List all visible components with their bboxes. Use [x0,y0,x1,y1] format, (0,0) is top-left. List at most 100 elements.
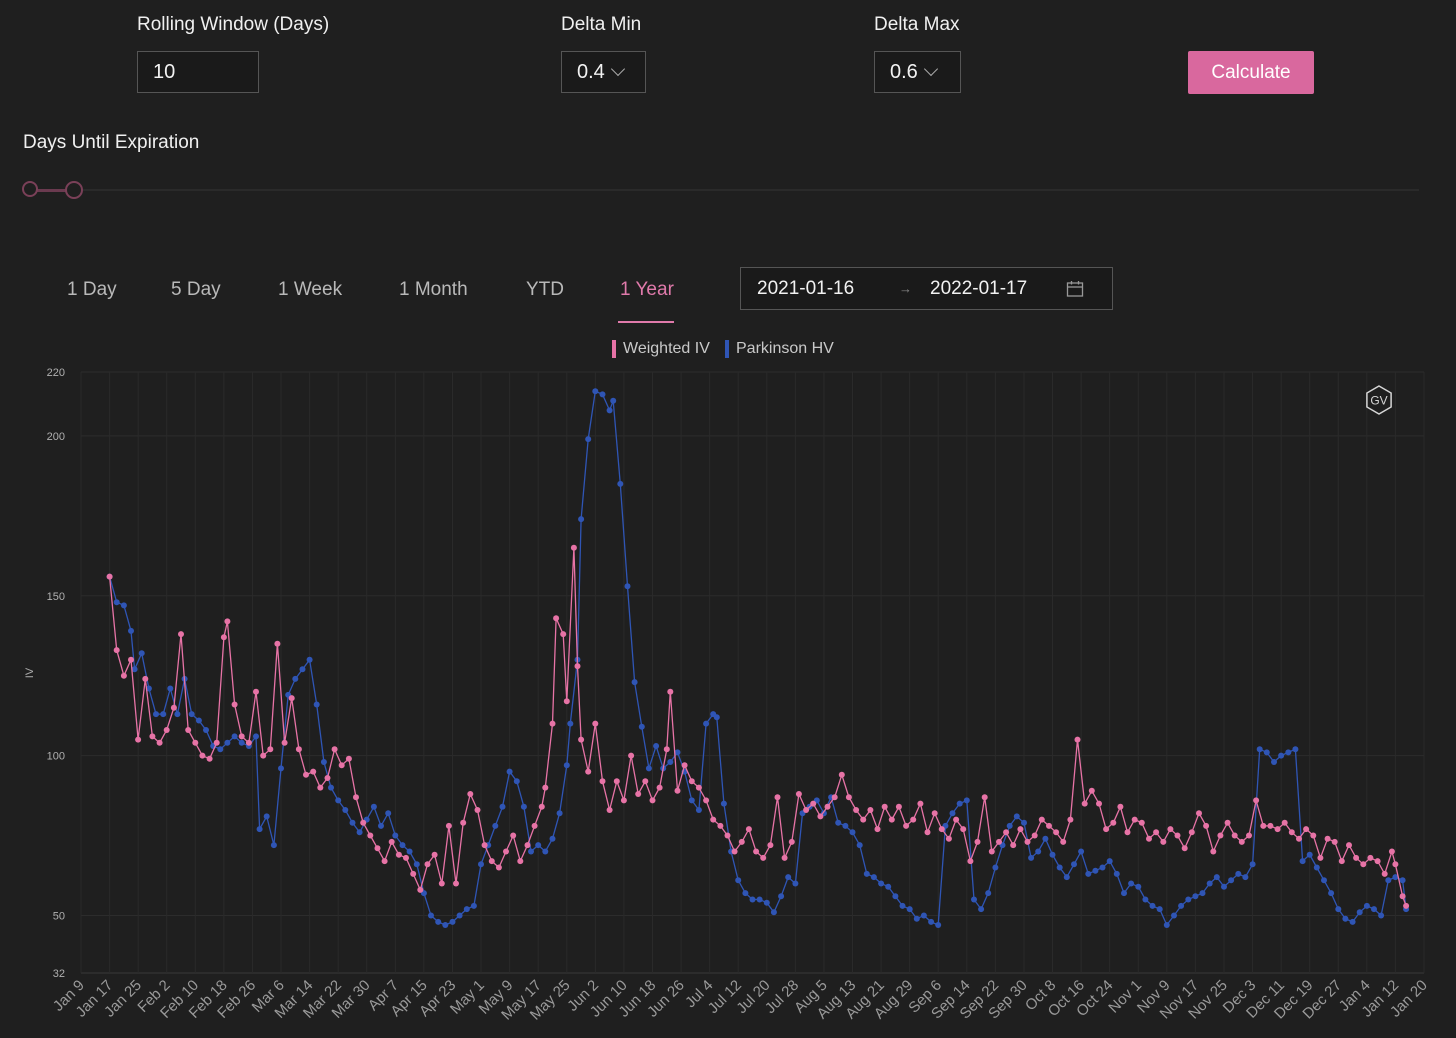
data-point[interactable] [1081,800,1088,807]
data-point[interactable] [385,810,392,817]
data-point[interactable] [267,746,274,753]
data-point[interactable] [253,688,259,695]
data-point[interactable] [667,688,674,695]
data-point[interactable] [795,791,802,797]
data-point[interactable] [1038,816,1045,823]
data-point[interactable] [488,858,495,865]
data-point[interactable] [1010,842,1017,849]
data-point[interactable] [1235,870,1242,877]
data-point[interactable] [406,848,413,855]
data-point[interactable] [306,656,313,663]
data-point[interactable] [928,918,935,925]
data-point[interactable] [953,816,960,823]
data-point[interactable] [817,813,824,820]
data-point[interactable] [628,752,635,759]
data-point[interactable] [238,739,245,746]
data-point[interactable] [131,666,138,673]
data-point[interactable] [610,397,617,404]
data-point[interactable] [128,656,134,663]
data-point[interactable] [403,854,409,861]
data-point[interactable] [1274,826,1281,833]
data-point[interactable] [1006,822,1013,829]
data-point[interactable] [917,800,924,807]
data-point[interactable] [288,695,295,702]
data-point[interactable] [331,746,338,753]
data-point[interactable] [613,778,620,785]
data-point[interactable] [370,803,377,810]
data-point[interactable] [1138,819,1145,826]
data-point[interactable] [113,599,120,606]
data-point[interactable] [1324,835,1331,842]
data-point[interactable] [888,816,895,823]
data-point[interactable] [556,810,563,817]
data-point[interactable] [585,436,592,443]
data-point[interactable] [870,874,877,881]
data-point[interactable] [949,810,956,817]
data-point[interactable] [1121,890,1127,897]
data-point[interactable] [892,893,899,900]
legend-weighted-iv[interactable]: Weighted IV [612,340,710,358]
data-point[interactable] [1374,858,1381,865]
data-point[interactable] [803,807,810,813]
data-point[interactable] [695,807,702,813]
data-point[interactable] [520,803,527,810]
data-point[interactable] [624,583,631,590]
data-point[interactable] [960,826,967,833]
data-point[interactable] [170,704,177,711]
data-point[interactable] [988,848,995,855]
data-point[interactable] [178,631,184,638]
data-point[interactable] [1363,902,1370,909]
data-point[interactable] [649,797,656,804]
data-point[interactable] [1360,861,1367,868]
data-point[interactable] [1267,822,1274,829]
data-point[interactable] [1003,829,1010,836]
data-point[interactable] [578,516,585,523]
data-point[interactable] [810,800,817,807]
data-point[interactable] [185,727,192,733]
data-point[interactable] [935,922,942,928]
data-point[interactable] [749,896,756,903]
data-point[interactable] [1299,858,1306,865]
data-point[interactable] [785,874,792,881]
delta-min-select[interactable]: 0.4 [561,51,646,93]
data-point[interactable] [1392,874,1399,881]
data-point[interactable] [1356,909,1363,916]
data-point[interactable] [1149,902,1156,909]
data-point[interactable] [1067,816,1074,823]
data-point[interactable] [874,826,881,833]
data-point[interactable] [599,391,606,398]
data-point[interactable] [638,723,645,730]
data-point[interactable] [617,480,624,487]
data-point[interactable] [863,870,870,877]
data-point[interactable] [1260,822,1267,829]
data-point[interactable] [1196,810,1202,817]
data-point[interactable] [445,822,452,829]
data-point[interactable] [1285,749,1292,756]
data-point[interactable] [642,778,649,785]
data-point[interactable] [578,736,585,743]
data-point[interactable] [838,771,845,778]
data-point[interactable] [260,752,267,759]
data-point[interactable] [770,909,777,916]
data-point[interactable] [938,826,945,833]
data-point[interactable] [549,720,556,727]
data-point[interactable] [1353,854,1360,861]
data-point[interactable] [1392,861,1399,868]
tab-1-month[interactable]: 1 Month [399,279,468,300]
data-point[interactable] [399,842,406,849]
data-point[interactable] [1042,835,1049,842]
data-point[interactable] [903,822,910,829]
data-point[interactable] [899,902,906,909]
data-point[interactable] [1124,829,1131,836]
data-point[interactable] [956,800,963,807]
data-point[interactable] [535,842,542,849]
data-point[interactable] [378,822,384,829]
data-point[interactable] [724,832,731,839]
data-point[interactable] [974,838,981,845]
data-point[interactable] [599,778,606,785]
data-point[interactable] [1221,883,1227,890]
data-point[interactable] [653,743,660,749]
data-point[interactable] [1049,851,1056,858]
calendar-icon[interactable] [1066,280,1084,303]
data-point[interactable] [449,918,456,925]
